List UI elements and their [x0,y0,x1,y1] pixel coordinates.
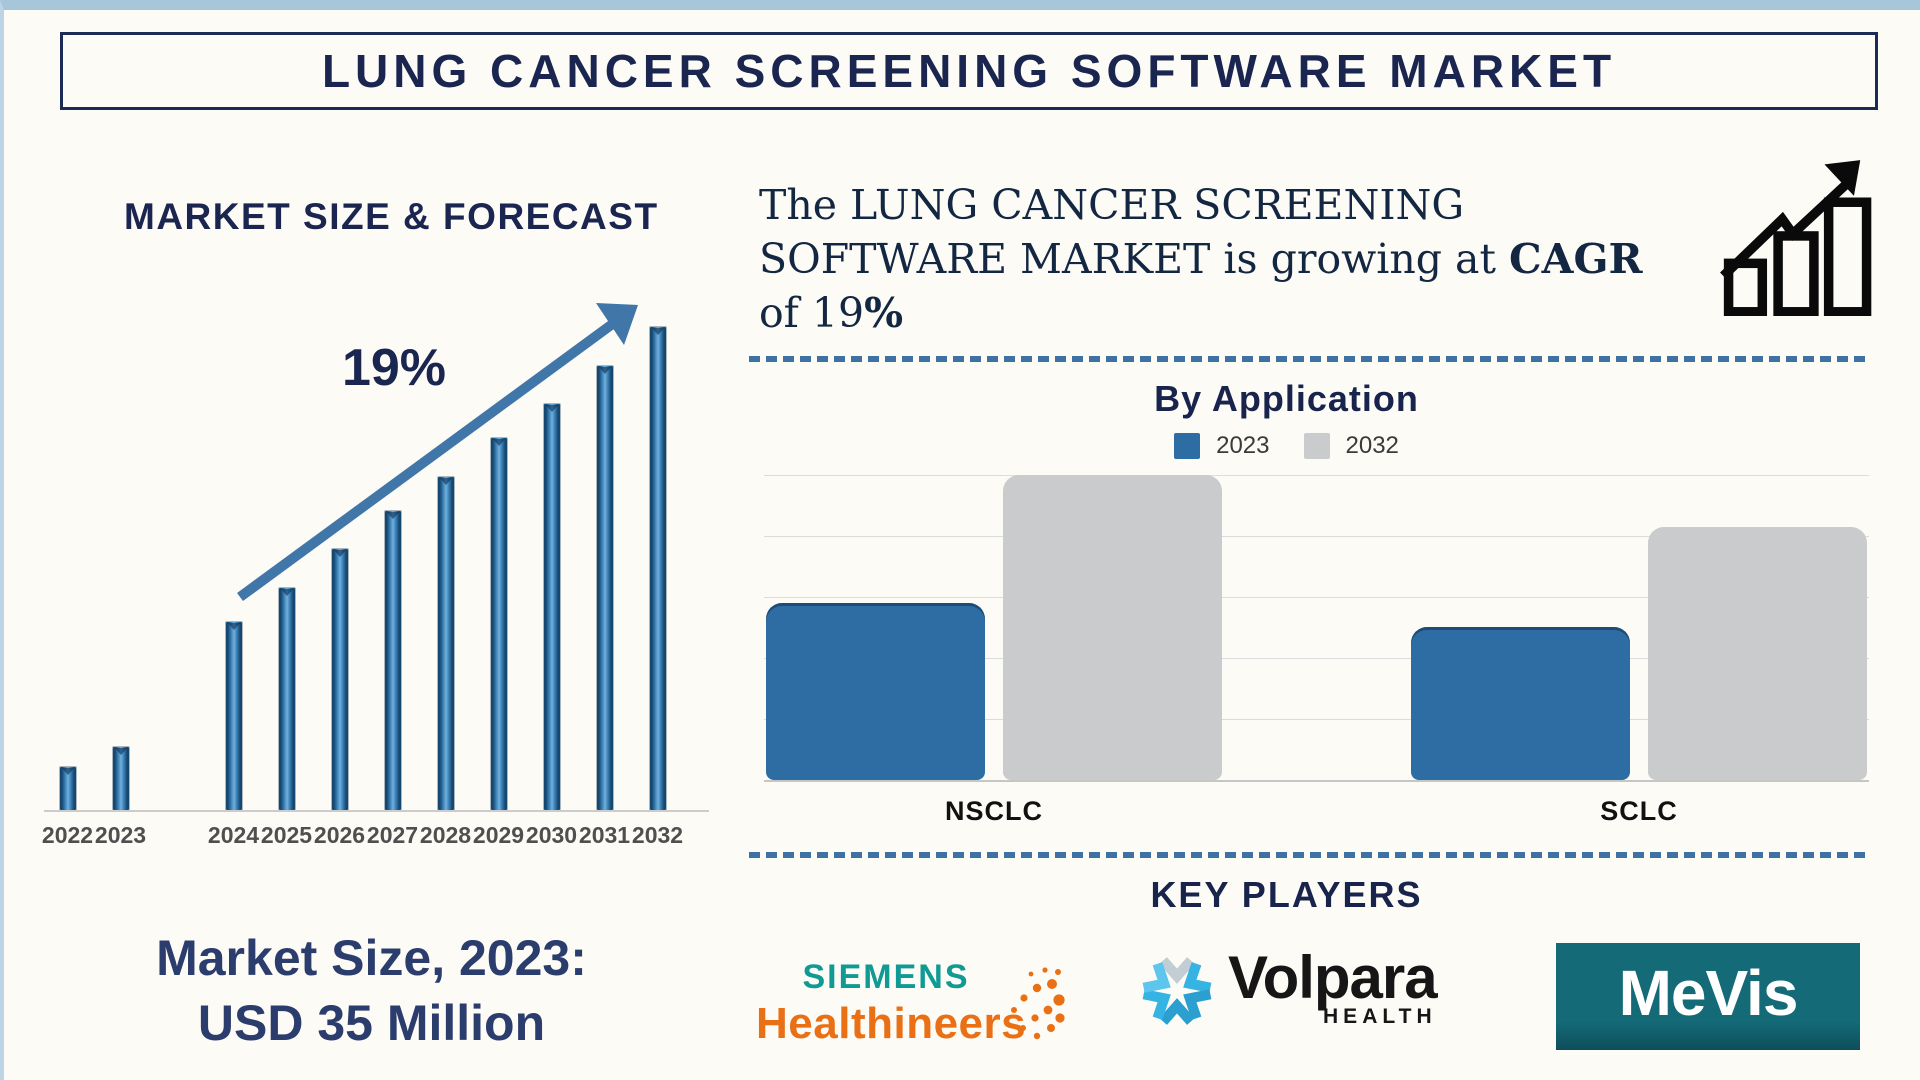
description-cagr: CAGR [1509,235,1643,284]
legend-swatch-2032 [1303,433,1330,459]
mevis-wordmark: MeVis [1618,956,1799,1029]
forecast-year-label-2024: 2024 [207,822,260,848]
forecast-bar-2025 [278,588,295,810]
category-label-NSCLC: NSCLC [945,796,1043,826]
volpara-health-logo: Volpara HEALTH [1140,944,1438,1030]
cagr-annotation: 19% [341,339,447,397]
forecast-year-label-2025: 2025 [260,822,313,848]
forecast-year-label-2031: 2031 [578,822,631,848]
forecast-labels: 2022 2023 2024 2025 2026 2027 2028 2029 2030 2031… [41,822,701,849]
bar-SCLC-2032 [1648,527,1867,780]
description-percent: % [864,289,904,338]
forecast-year-label-2026: 2026 [313,822,366,848]
siemens-wordmark: SIEMENS [802,958,970,996]
bar-group-NSCLC [766,475,1222,780]
forecast-bar-2028 [437,477,454,810]
forecast-bar-2032 [649,327,666,810]
by-application-legend: 2023 2032 [749,432,1824,460]
volpara-health-subtext: HEALTH [1323,1005,1437,1028]
dashed-divider-bottom [749,852,1867,858]
bar-NSCLC-2023 [766,603,985,780]
forecast-bar-2023 [112,747,129,810]
siemens-dot-swirl-icon [1011,967,1065,1040]
by-application-title: By Application [1154,378,1419,419]
forecast-year-label-2029: 2029 [472,822,525,848]
page-title: LUNG CANCER SCREENING SOFTWARE MARKET [321,45,1617,97]
forecast-year-label-2022: 2022 [41,822,94,848]
legend-item-2032: 2032 [1303,432,1399,460]
category-label-SCLC: SCLC [1600,796,1678,826]
description-text: The LUNG CANCER SCREENING SOFTWARE MARKE… [759,181,1509,284]
forecast-year-label-2030: 2030 [525,822,578,848]
by-application-category-labels: NSCLC SCLC [764,796,1869,826]
forecast-x-axis [44,810,709,812]
forecast-bar-2027 [384,511,401,810]
dashed-divider-top [749,356,1867,362]
forecast-bar-2022 [59,767,76,810]
title-banner: LUNG CANCER SCREENING SOFTWARE MARKET [60,32,1878,110]
bar-chart-growth-icon [1720,160,1872,316]
volpara-wordmark: Volpara [1228,944,1438,1011]
bar-group-SCLC [1411,527,1867,780]
gridline [764,658,1869,659]
market-size-forecast-heading: MARKET SIZE & FORECAST [124,196,659,237]
bar-NSCLC-2032 [1003,475,1222,780]
forecast-bar-2029 [490,438,507,810]
legend-label-2023: 2023 [1216,432,1270,459]
mevis-logo: MeVis [1556,943,1860,1050]
forecast-year-label-2028: 2028 [419,822,472,848]
volpara-snowflake-icon [1142,957,1212,1025]
market-size-caption: Market Size, 2023: USD 35 Million [59,926,684,1056]
legend-item-2023: 2023 [1174,432,1270,460]
market-description: The LUNG CANCER SCREENING SOFTWARE MARKE… [759,178,1694,340]
market-size-line2: USD 35 Million [197,995,546,1051]
by-application-plot [764,475,1869,782]
gridline [764,475,1869,476]
forecast-year-label-2032: 2032 [631,822,684,848]
legend-swatch-2023 [1174,433,1201,459]
key-players-title: KEY PLAYERS [1150,874,1423,915]
forecast-bar-2024 [225,622,242,810]
forecast-bar-2031 [596,366,613,810]
bar-SCLC-2023 [1411,627,1630,780]
gridline [764,597,1869,598]
forecast-year-label-2023: 2023 [94,822,147,848]
gridline [764,719,1869,720]
gridline [764,536,1869,537]
legend-label-2032: 2032 [1345,432,1399,459]
description-middle: of 19 [759,289,865,338]
growth-trend-arrow [237,303,638,602]
forecast-bars [41,320,701,810]
forecast-year-label-2027: 2027 [366,822,419,848]
siemens-healthineers-logo: SIEMENS Healthineers [756,958,1027,1049]
market-size-line1: Market Size, 2023: [156,930,587,986]
forecast-bar-2026 [331,549,348,810]
healthineers-wordmark: Healthineers [756,999,1027,1048]
forecast-bar-2030 [543,404,560,810]
volpara-text: Volpara HEALTH [1228,944,1438,1029]
